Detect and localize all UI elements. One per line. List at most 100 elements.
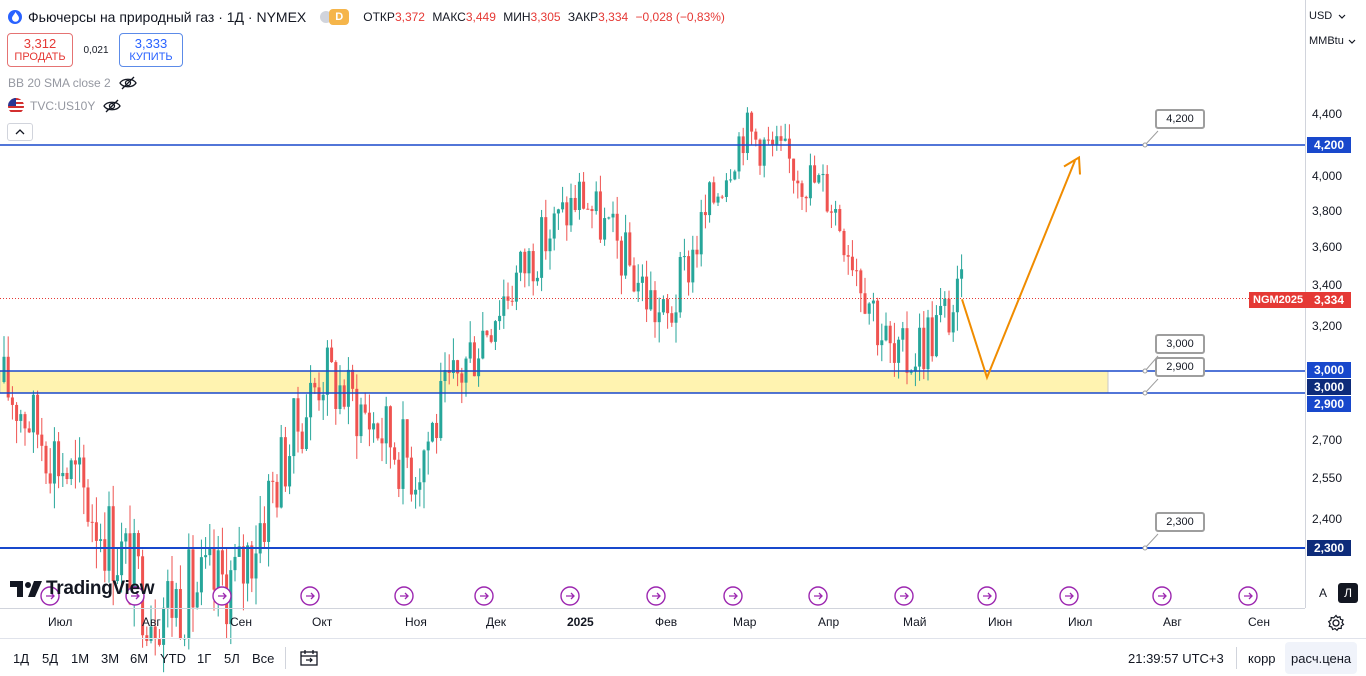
event-marker-icon[interactable] [1238, 586, 1258, 606]
settlement-price-button[interactable]: расч.цена [1285, 642, 1358, 674]
unit-select[interactable]: MMBtu [1309, 35, 1356, 47]
candle-body [99, 539, 103, 541]
event-marker-icon[interactable] [894, 586, 914, 606]
time-label: Окт [312, 615, 333, 629]
range-all[interactable]: Все [252, 651, 275, 666]
level-callout[interactable]: 2,900 [1155, 357, 1205, 377]
collapse-legend-button[interactable] [7, 123, 33, 141]
calendar-range-icon[interactable] [299, 648, 319, 668]
range-6m[interactable]: 6М [130, 651, 149, 666]
adjustment-button[interactable]: корр [1248, 651, 1276, 666]
candle-body [86, 487, 90, 522]
event-marker-icon[interactable] [646, 586, 666, 606]
event-marker-icon[interactable] [394, 586, 414, 606]
candle-body [94, 522, 98, 541]
indicator-bb[interactable]: BB 20 SMA close 2 [8, 74, 137, 92]
level-callout[interactable]: 2,300 [1155, 512, 1205, 532]
candle-body [594, 191, 598, 212]
candle-body [162, 607, 166, 645]
candle-body [153, 626, 157, 640]
candle-body [678, 256, 682, 313]
candle-body [720, 196, 724, 198]
candle-body [124, 533, 128, 542]
candle-body [477, 358, 481, 377]
eye-off-icon[interactable] [103, 99, 122, 113]
candle-body [804, 196, 808, 199]
level-callout[interactable]: 4,200 [1155, 109, 1205, 129]
change-value: −0,028 (−0,83%) [635, 10, 725, 24]
callout-anchor [1142, 390, 1148, 396]
callout-pointer [1144, 378, 1159, 394]
level-callout[interactable]: 3,000 [1155, 334, 1205, 354]
candle-body [61, 472, 65, 477]
candle-body [577, 181, 581, 210]
event-marker-icon[interactable] [808, 586, 828, 606]
candle-body [300, 431, 304, 450]
candle-body [876, 300, 880, 346]
tradingview-logo[interactable]: TradingView [10, 578, 155, 600]
price-label: 3,200 [1312, 319, 1343, 333]
event-marker-icon[interactable] [560, 586, 580, 606]
event-marker-icon[interactable] [212, 586, 232, 606]
sell-button[interactable]: 3,312 ПРОДАТЬ [7, 33, 73, 67]
candle-body [27, 428, 31, 433]
symbol-title[interactable]: Фьючерсы на природный газ · 1Д · NYMEX [28, 9, 307, 25]
event-marker-icon[interactable] [1152, 586, 1172, 606]
candle-body [2, 356, 6, 382]
range-1y[interactable]: 1Г [197, 651, 212, 666]
event-marker-icon[interactable] [474, 586, 494, 606]
range-1m[interactable]: 1М [71, 651, 90, 666]
range-ytd[interactable]: YTD [160, 651, 186, 666]
time-label: Дек [486, 615, 507, 629]
indicator-us10y[interactable]: TVC:US10Y [8, 97, 122, 115]
range-3m[interactable]: 3М [101, 651, 120, 666]
clock[interactable]: 21:39:57 UTC+3 [1128, 651, 1224, 666]
candle-body [359, 404, 363, 437]
candle-body [208, 548, 212, 556]
gear-icon[interactable] [1327, 614, 1345, 632]
candle-body [351, 369, 355, 389]
event-marker-icon[interactable] [125, 586, 145, 606]
candle-body [510, 300, 514, 302]
candle-body [241, 546, 245, 584]
event-marker-icon[interactable] [300, 586, 320, 606]
time-label: Фев [655, 615, 678, 629]
candle-body [628, 232, 632, 266]
eye-off-icon[interactable] [118, 76, 137, 90]
candle-body [342, 385, 346, 407]
candle-body [905, 328, 909, 373]
candle-body [615, 213, 619, 241]
candle-body [930, 317, 934, 357]
chevron-up-icon [15, 129, 25, 135]
bottom-toolbar: 1Д 5Д 1М 3М 6М YTD 1Г 5Л Все 21:39:57 UT… [0, 638, 1366, 676]
buy-button[interactable]: 3,333 КУПИТЬ [119, 33, 183, 67]
log-scale-button[interactable]: Л [1338, 583, 1358, 603]
candle-body [170, 581, 174, 618]
candle-body [237, 546, 241, 557]
projection-path[interactable] [961, 160, 1076, 381]
support-zone[interactable] [0, 370, 1109, 394]
flame-icon [8, 10, 22, 24]
candle-body [708, 182, 712, 216]
auto-scale-button[interactable]: A [1318, 586, 1327, 600]
candle-body [19, 414, 23, 421]
currency-select[interactable]: USD [1309, 10, 1346, 22]
event-marker-icon[interactable] [977, 586, 997, 606]
candle-body [590, 209, 594, 212]
time-label: Апр [818, 615, 840, 629]
candle-body [527, 251, 531, 274]
time-label: Авг [142, 615, 161, 629]
candle-body [418, 482, 422, 490]
event-marker-icon[interactable] [723, 586, 743, 606]
range-5y[interactable]: 5Л [224, 651, 240, 666]
candle-body [892, 343, 896, 363]
range-5d[interactable]: 5Д [42, 651, 59, 666]
event-marker-icon[interactable] [1059, 586, 1079, 606]
candle-body [674, 312, 678, 323]
range-1d[interactable]: 1Д [13, 651, 30, 666]
event-marker-icon[interactable] [40, 586, 60, 606]
market-status-badge[interactable]: D [320, 9, 350, 25]
level-tag-2300: 2,300 [1307, 540, 1351, 556]
time-axis-border [0, 608, 1305, 609]
